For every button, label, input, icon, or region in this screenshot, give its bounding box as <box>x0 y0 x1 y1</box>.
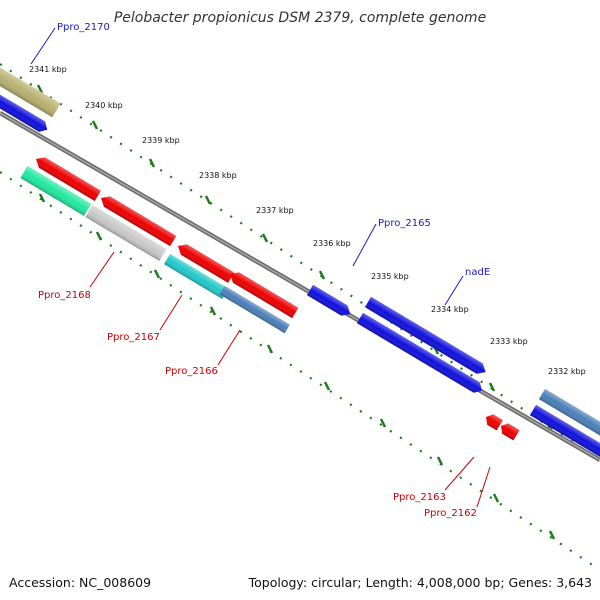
gene-ppro-2165[interactable] <box>306 284 354 319</box>
map-title: Pelobacter propionicus DSM 2379, complet… <box>113 10 487 26</box>
scale-label: 2333 kbp <box>490 337 528 346</box>
gene-ppro-2163[interactable] <box>483 412 503 431</box>
gene-label-ppro-2163: Ppro_2163 <box>393 492 446 503</box>
accession-text: Accession: NC_008609 <box>9 575 152 590</box>
scale-major-ticks <box>36 84 556 540</box>
reverse-strand-genes <box>20 154 520 441</box>
gene-red-4[interactable] <box>227 269 299 319</box>
gene-forward-blue-2[interactable] <box>356 312 485 396</box>
gene-label-ppro-2167: Ppro_2167 <box>107 332 160 343</box>
gene-blue-right[interactable] <box>529 404 600 462</box>
scale-label: 2335 kbp <box>371 272 409 281</box>
gene-labels: Ppro_2170 Ppro_2165 nadE Ppro_2168 Ppro_… <box>38 22 490 519</box>
forward-strand-genes <box>0 65 600 462</box>
scale-label: 2341 kbp <box>29 65 67 74</box>
callout-lines <box>30 27 491 508</box>
gene-steel-left[interactable] <box>219 285 290 334</box>
gene-label-ppro-2162: Ppro_2162 <box>424 508 477 519</box>
gene-label-ppro-2165: Ppro_2165 <box>378 218 431 229</box>
gene-ppro-2168[interactable] <box>20 165 92 216</box>
scale-label: 2338 kbp <box>199 171 237 180</box>
scale-label: 2334 kbp <box>431 305 469 314</box>
scale-label: 2340 kbp <box>85 101 123 110</box>
scale-label: 2339 kbp <box>142 136 180 145</box>
scale-label: 2336 kbp <box>313 239 351 248</box>
gene-ppro-2167[interactable] <box>85 204 167 262</box>
scale-label: 2332 kbp <box>548 367 586 376</box>
gene-label-nade: nadE <box>465 267 490 278</box>
genome-summary-text: Topology: circular; Length: 4,008,000 bp… <box>248 575 592 590</box>
scale-labels: 2341 kbp 2340 kbp 2339 kbp 2338 kbp 2337… <box>29 65 586 376</box>
gene-steel-right[interactable] <box>538 388 600 441</box>
outer-scale-track <box>0 63 600 461</box>
gene-ppro-2170[interactable] <box>0 65 61 118</box>
inner-scale-track <box>0 171 600 571</box>
gene-red-2[interactable] <box>98 193 177 247</box>
gene-forward-blue[interactable] <box>0 92 50 135</box>
gene-label-ppro-2170: Ppro_2170 <box>57 22 110 33</box>
gene-ppro-2162[interactable] <box>498 421 520 441</box>
gene-red-1[interactable] <box>33 154 101 202</box>
gene-label-ppro-2168: Ppro_2168 <box>38 290 91 301</box>
scale-label: 2337 kbp <box>256 206 294 215</box>
gene-ppro-2166[interactable] <box>163 253 229 299</box>
gene-red-3[interactable] <box>175 241 235 283</box>
gene-label-ppro-2166: Ppro_2166 <box>165 366 218 377</box>
gene-nade[interactable] <box>364 296 489 377</box>
